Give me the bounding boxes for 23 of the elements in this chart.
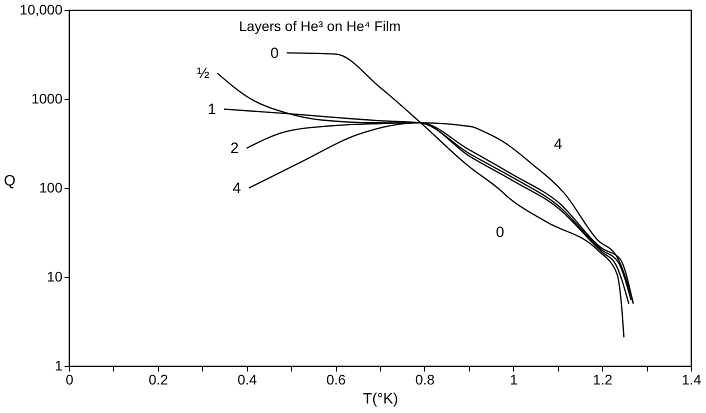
y-tick-label: 1000: [31, 90, 63, 106]
x-tick-label: 0.2: [148, 372, 168, 388]
y-axis-title: Q: [4, 172, 16, 190]
y-tick-label: 100: [39, 180, 63, 196]
annotation: 0: [496, 224, 504, 241]
x-tick-label: 0: [66, 372, 74, 388]
legend-title: Layers of He³ on He⁴ Film: [239, 18, 401, 34]
series-label: 0: [270, 44, 279, 62]
x-tick-label: 0.4: [237, 372, 258, 388]
y-tick-label: 10: [46, 268, 63, 284]
y-tick-label: 10,000: [20, 2, 63, 18]
x-tick-label: 1.2: [592, 372, 613, 388]
x-axis-title: T(°K): [362, 390, 398, 408]
x-tick-label: 0.8: [415, 372, 435, 388]
x-tick-label: 1.4: [682, 372, 702, 388]
y-tick-label: 1: [54, 358, 63, 374]
series-label: 2: [230, 140, 239, 158]
x-tick-label: 0.6: [326, 372, 346, 388]
series-label: 4: [232, 180, 241, 197]
series-label: 1: [208, 101, 216, 118]
x-tick-label: 1: [510, 372, 518, 388]
annotation: 4: [554, 136, 562, 153]
series-label: ½: [196, 65, 210, 82]
